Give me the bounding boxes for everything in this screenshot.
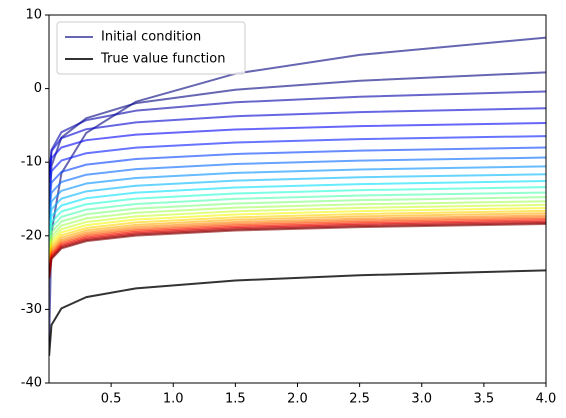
x-tick-label: 2.5 bbox=[349, 392, 370, 407]
y-tick-label: -10 bbox=[21, 155, 42, 170]
legend-label: Initial condition bbox=[101, 30, 201, 45]
series-line bbox=[49, 71, 546, 219]
y-tick-label: -40 bbox=[21, 376, 42, 391]
legend-box bbox=[56, 21, 246, 75]
x-tick-label: 0.5 bbox=[101, 392, 122, 407]
x-tick-label: 3.0 bbox=[411, 392, 432, 407]
series-line bbox=[49, 180, 546, 237]
x-tick-label: 1.0 bbox=[163, 392, 184, 407]
series-line bbox=[49, 214, 546, 271]
series-line bbox=[49, 165, 546, 222]
y-tick-label: -30 bbox=[21, 302, 42, 317]
series-line bbox=[49, 90, 546, 184]
plot-area bbox=[49, 36, 546, 356]
y-tick-label: 10 bbox=[25, 8, 42, 23]
series-line bbox=[49, 206, 546, 263]
series-line bbox=[49, 36, 546, 343]
series-line bbox=[49, 135, 546, 192]
y-tick-label: 0 bbox=[34, 81, 42, 96]
series-line bbox=[49, 203, 546, 260]
x-tick-label: 1.5 bbox=[225, 392, 246, 407]
series-line bbox=[49, 200, 546, 257]
series-line bbox=[49, 122, 546, 179]
x-tick-label: 4.0 bbox=[536, 392, 557, 407]
series-line bbox=[49, 107, 546, 176]
series-line bbox=[49, 146, 546, 203]
series-line bbox=[49, 209, 546, 266]
y-tick-label: -20 bbox=[21, 228, 42, 243]
series-line bbox=[49, 223, 546, 280]
series-line bbox=[49, 216, 546, 273]
legend-label: True value function bbox=[100, 52, 226, 67]
x-tick-label: 2.0 bbox=[287, 392, 308, 407]
series-line bbox=[49, 186, 546, 243]
x-tick-label: 3.5 bbox=[474, 392, 495, 407]
series-line bbox=[49, 269, 546, 356]
series-line bbox=[49, 196, 546, 253]
series-line bbox=[49, 212, 546, 269]
series-line bbox=[49, 191, 546, 248]
series-line bbox=[49, 173, 546, 230]
series-line bbox=[49, 156, 546, 213]
series-line bbox=[49, 218, 546, 275]
